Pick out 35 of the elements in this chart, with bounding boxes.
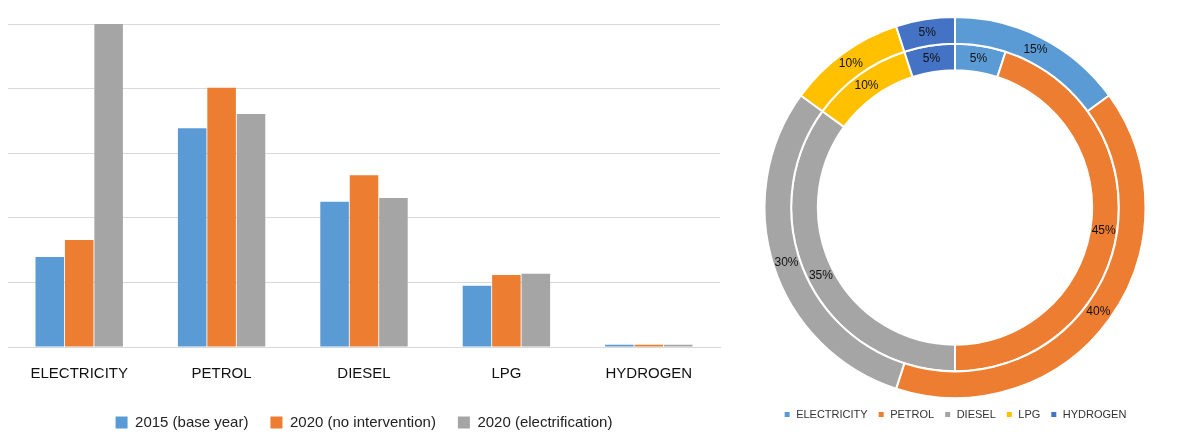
- bar: [177, 128, 207, 347]
- data-label: 30%: [774, 254, 799, 269]
- bar: [521, 273, 551, 347]
- legend-label: ELECTRICITY: [796, 407, 869, 420]
- data-label: 40%: [1086, 303, 1111, 318]
- data-label: 5%: [918, 24, 937, 39]
- data-label: 5%: [922, 51, 941, 66]
- data-label: 15%: [1023, 41, 1048, 56]
- data-label: 10%: [838, 56, 864, 71]
- legend-label: LPG: [1018, 407, 1041, 420]
- x-tick-label: HYDROGEN: [605, 364, 693, 382]
- bar: [462, 285, 492, 347]
- legend-label: PETROL: [890, 407, 935, 420]
- legend-label: 2015 (base year): [135, 412, 249, 430]
- legend-label: HYDROGEN: [1062, 407, 1127, 420]
- bar: [492, 274, 521, 347]
- x-tick-label: DIESEL: [337, 364, 391, 382]
- bar: [349, 175, 379, 347]
- data-label: 35%: [808, 268, 834, 283]
- data-label: 45%: [1091, 223, 1116, 238]
- x-tick-label: LPG: [491, 364, 522, 382]
- bar: [320, 201, 349, 347]
- bar: [64, 240, 94, 347]
- legend-label: DIESEL: [956, 407, 996, 420]
- x-tick-label: PETROL: [191, 364, 252, 382]
- bar: [379, 198, 408, 347]
- bar: [94, 24, 123, 347]
- legend-label: 2020 (electrification): [477, 412, 613, 430]
- data-label: 5%: [969, 51, 988, 66]
- legend-label: 2020 (no intervention): [289, 412, 436, 430]
- bar: [236, 114, 266, 347]
- bar: [207, 87, 236, 347]
- data-label: 10%: [854, 78, 879, 93]
- bar: [35, 256, 65, 347]
- x-tick-label: ELECTRICITY: [30, 364, 128, 382]
